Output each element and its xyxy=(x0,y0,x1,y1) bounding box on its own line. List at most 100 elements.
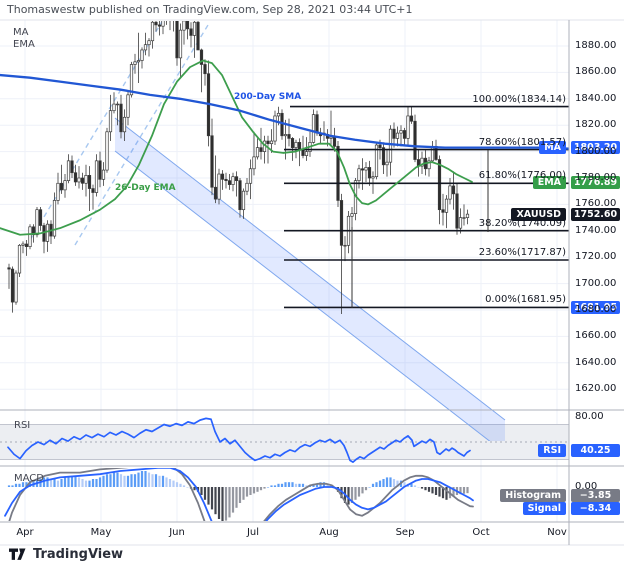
macd-histogram-bar xyxy=(263,487,266,489)
candle-body xyxy=(266,140,270,145)
macd-histogram-bar xyxy=(266,487,270,488)
macd-histogram-bar xyxy=(109,474,112,487)
candle-body xyxy=(172,17,175,20)
candle-body xyxy=(165,16,168,17)
candle-body xyxy=(157,24,162,27)
candle-body xyxy=(255,147,260,158)
macd-histogram-bar xyxy=(123,475,126,487)
macd-histogram-bar xyxy=(361,487,364,494)
macd-histogram-bar xyxy=(7,485,11,487)
macd-histogram-bar xyxy=(238,487,242,503)
rsi-panel-label[interactable]: RSI xyxy=(14,420,31,431)
candle-body xyxy=(399,130,403,134)
macd-histogram-bar xyxy=(431,487,434,494)
macd-histogram-bar xyxy=(228,487,231,518)
tradingview-logo-text: TradingView xyxy=(33,547,124,562)
candle-body xyxy=(189,28,193,36)
macd-histogram-bar xyxy=(151,474,154,487)
macd-histogram-bar xyxy=(49,479,53,487)
macd-histogram-bar xyxy=(420,487,424,489)
sma200-line xyxy=(0,73,569,150)
candle-body xyxy=(294,142,298,148)
price-tick-label: 1740.00 xyxy=(575,224,617,236)
candle-body xyxy=(381,147,386,166)
macd-histogram-bar xyxy=(438,487,441,497)
fib-level-label: 61.80%(1776.00) xyxy=(478,170,566,182)
month-label: Sep xyxy=(395,527,415,538)
tradingview-logo[interactable]: TradingView xyxy=(8,547,123,562)
fib-level-label: 0.00%(1681.95) xyxy=(485,294,566,306)
macd-histogram-bar xyxy=(375,482,378,487)
macd-histogram-bar xyxy=(396,480,399,487)
macd-histogram-bar xyxy=(459,487,462,495)
candle-body xyxy=(465,213,470,218)
macd-histogram-bar xyxy=(186,487,189,488)
macd-histogram-bar xyxy=(140,471,144,487)
candle-body xyxy=(45,223,50,242)
macd-histogram-bar xyxy=(385,477,389,487)
candle-body xyxy=(140,49,144,61)
rsi-badge: RSI xyxy=(538,444,566,457)
candle-body xyxy=(24,243,29,247)
candle-body xyxy=(28,226,32,247)
candle-body xyxy=(395,132,400,139)
legend-ema[interactable]: EMA xyxy=(13,39,35,50)
month-label: Apr xyxy=(16,527,34,538)
candle-body xyxy=(238,180,242,211)
macd-histogram-bar xyxy=(39,479,42,487)
candle-body xyxy=(98,160,102,180)
candle-body xyxy=(133,61,137,65)
candle-body xyxy=(241,190,246,211)
candle-body xyxy=(73,172,78,183)
candle-body xyxy=(276,112,281,117)
macd-histogram-bar xyxy=(340,487,343,499)
macd-histogram-bar xyxy=(161,475,165,487)
macd-histogram-bar xyxy=(144,471,147,487)
macd-histogram-bar xyxy=(270,485,273,487)
macd-histogram-bar xyxy=(256,487,259,492)
candle-body xyxy=(112,103,116,112)
candle-body xyxy=(350,213,354,217)
descending-channel xyxy=(114,117,506,441)
candle-body xyxy=(462,217,466,219)
candle-body xyxy=(38,209,43,226)
candle-body xyxy=(458,217,463,229)
candle-body xyxy=(406,115,410,139)
legend-ma[interactable]: MA xyxy=(13,27,29,38)
candle-body xyxy=(66,160,71,181)
candle-body xyxy=(311,114,316,143)
candle-body xyxy=(367,167,372,179)
macd-histogram xyxy=(7,471,469,521)
price-tick-label: 1700.00 xyxy=(575,277,617,289)
candle-body xyxy=(108,110,113,133)
candle-body xyxy=(304,151,309,156)
rsi-tick-label: 80.00 xyxy=(575,410,604,422)
candle-body xyxy=(343,244,347,247)
tradingview-logo-icon xyxy=(9,548,26,560)
macd-histogram-bar xyxy=(252,487,256,494)
macd-histogram-bar xyxy=(280,483,284,487)
month-label: Aug xyxy=(319,527,339,538)
candle-body xyxy=(427,160,431,170)
macd-histogram-bar xyxy=(466,487,469,494)
macd-histogram-bar xyxy=(77,477,81,487)
symbol-badge: XAUUSD xyxy=(511,208,566,221)
candle-body xyxy=(94,160,99,193)
candle-body xyxy=(210,135,214,188)
macd-histogram-bar xyxy=(298,483,301,487)
macd-histogram-bar xyxy=(130,474,133,487)
price-tick-label: 1880.00 xyxy=(575,40,617,51)
ema26-label: 26-Day EMA xyxy=(115,183,176,193)
price-tick-label: 1840.00 xyxy=(575,92,617,104)
macd-histogram-bar xyxy=(158,475,161,487)
candle-body xyxy=(70,160,74,174)
macd-panel-label[interactable]: MACD xyxy=(14,473,44,484)
fib-level-label: 23.60%(1717.87) xyxy=(478,247,566,258)
macd-histogram-bar xyxy=(21,482,25,487)
ma-badge: MA xyxy=(539,141,566,154)
candle-body xyxy=(7,267,11,270)
attribution-text: Thomaswestw published on TradingView.com… xyxy=(7,3,413,16)
macd-histogram-bar xyxy=(354,487,357,500)
macd-histogram-bar xyxy=(452,487,455,497)
